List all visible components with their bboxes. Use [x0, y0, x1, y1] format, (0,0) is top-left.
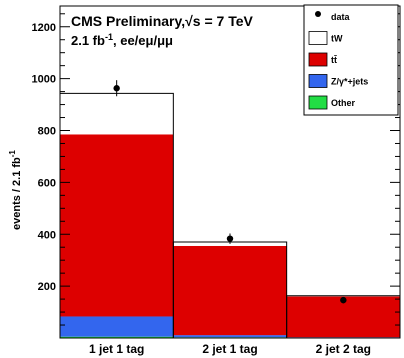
y-tick-label-800: 800 [38, 126, 56, 138]
legend-marker-data [315, 11, 321, 17]
chart-title: CMS Preliminary,√s = 7 TeV [71, 13, 254, 29]
data-point-1 [226, 235, 234, 242]
legend-label-0: data [331, 12, 351, 22]
chart-subtitle-rest: , ee/eμ/μμ [113, 33, 173, 48]
y-tick-label-200: 200 [38, 281, 56, 293]
y-axis-label-main: events / 2.1 fb [11, 157, 23, 230]
data-point-0 [113, 85, 120, 92]
y-axis-label-sup: -1 [8, 150, 17, 158]
chart-subtitle-lumi: 2.1 fb [71, 33, 105, 48]
bar-tt-0 [60, 134, 174, 317]
bar-tt-1 [173, 245, 287, 336]
x-category-label-1: 2 jet 1 tag [202, 342, 257, 356]
legend-label-4: Other [331, 98, 356, 108]
legend-label-2: tt̄ [331, 55, 337, 65]
y-tick-label-1000: 1000 [32, 74, 56, 86]
legend-label-3: Z/γ*+jets [331, 77, 368, 87]
chart-title-main: CMS Preliminary, [71, 13, 185, 29]
bar-tw-0 [60, 93, 174, 135]
y-tick-label-600: 600 [38, 177, 56, 189]
bar-zjets-0 [60, 316, 174, 337]
bar-zjets-2 [286, 337, 400, 338]
x-category-label-0: 1 jet 1 tag [89, 342, 144, 356]
y-axis: 200 400 600 800 1000 1200 [32, 13, 400, 339]
y-tick-label-400: 400 [38, 229, 56, 241]
y-axis-label: events / 2.1 fb-1 [8, 150, 23, 230]
bar-other-0 [60, 336, 174, 338]
legend-swatch-2 [308, 52, 328, 67]
data-points-group [113, 80, 347, 304]
chart-title-energy: √s = 7 TeV [185, 13, 253, 29]
x-category-label-2: 2 jet 2 tag [316, 342, 371, 356]
legend: data tW tt̄ Z/γ*+jets Other [303, 4, 399, 116]
chart-subtitle-sup: -1 [105, 32, 113, 42]
legend-swatch-1 [308, 31, 328, 45]
data-point-2 [340, 296, 347, 304]
bars-group [60, 93, 400, 338]
legend-swatch-4 [308, 95, 328, 110]
bar-zjets-1 [173, 335, 287, 338]
legend-swatch-3 [308, 74, 328, 88]
x-axis: 1 jet 1 tag 2 jet 1 tag 2 jet 2 tag [89, 342, 371, 356]
legend-label-1: tW [331, 34, 343, 44]
y-tick-label-1200: 1200 [32, 22, 56, 34]
chart-subtitle: 2.1 fb-1, ee/eμ/μμ [71, 32, 173, 48]
bar-tw-1 [173, 242, 287, 246]
plot-frame [59, 5, 401, 339]
